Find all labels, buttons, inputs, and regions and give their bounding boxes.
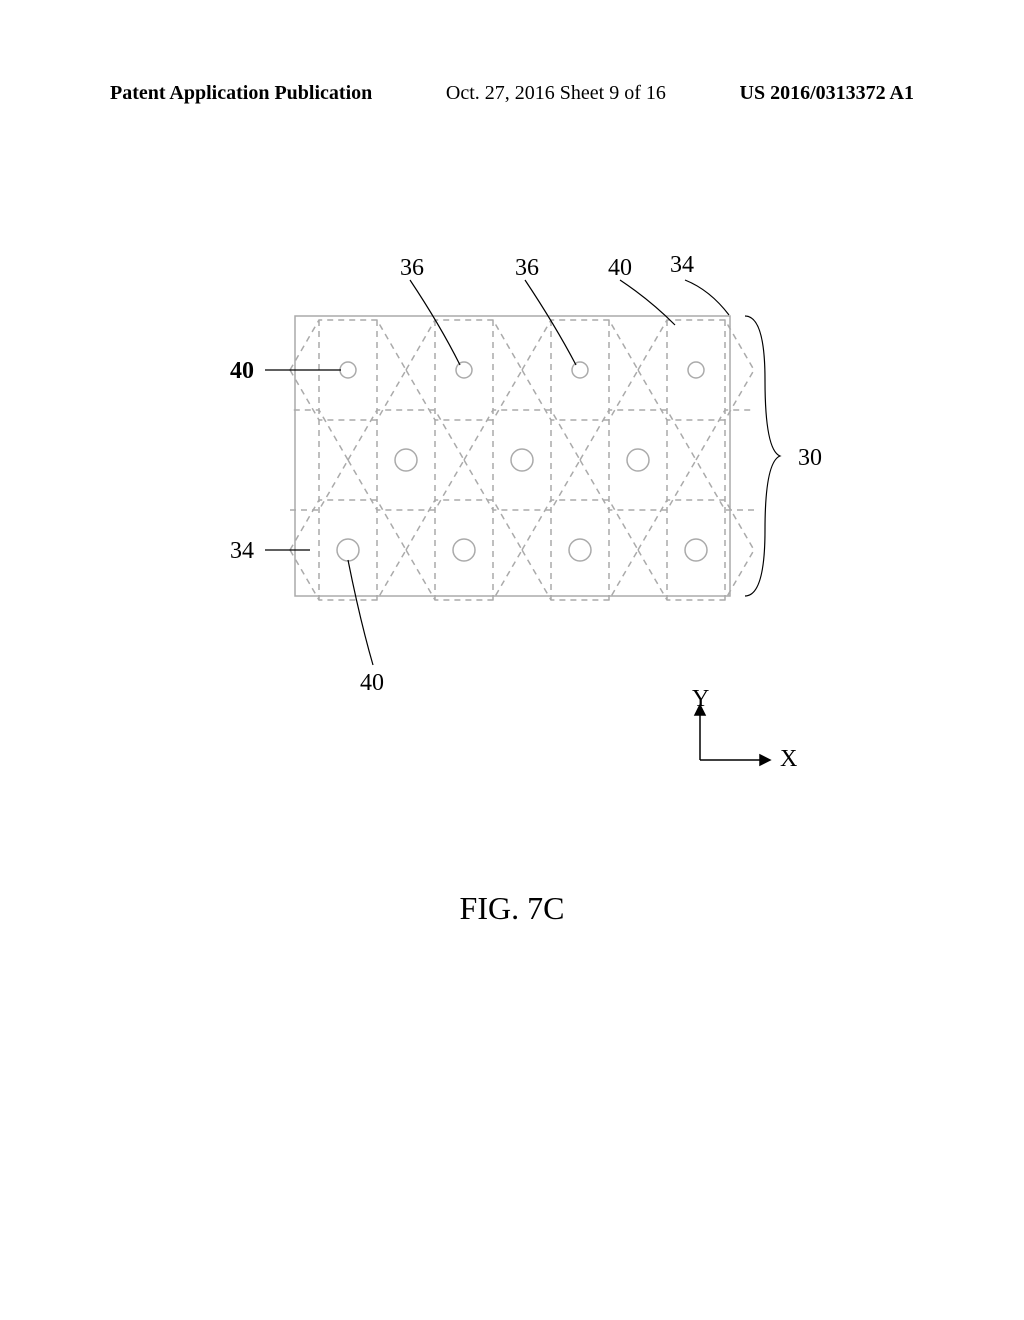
label-40-left: 40 bbox=[230, 358, 254, 385]
label-40-bottom: 40 bbox=[360, 670, 384, 697]
label-axis-x: X bbox=[780, 746, 797, 773]
header-right: US 2016/0313372 A1 bbox=[740, 82, 914, 105]
header-mid: Oct. 27, 2016 Sheet 9 of 16 bbox=[446, 82, 666, 105]
label-40-top: 40 bbox=[608, 255, 632, 282]
label-34-left: 34 bbox=[230, 538, 254, 565]
patent-diagram bbox=[110, 250, 910, 950]
label-34-top: 34 bbox=[670, 252, 694, 279]
figure-container: 36 36 40 34 40 34 30 40 Y X bbox=[110, 250, 910, 950]
label-axis-y: Y bbox=[692, 686, 709, 713]
label-36-2: 36 bbox=[515, 255, 539, 282]
label-30-right: 30 bbox=[798, 445, 822, 472]
figure-caption: FIG. 7C bbox=[0, 890, 1024, 927]
header-left: Patent Application Publication bbox=[110, 82, 372, 105]
page-header: Patent Application Publication Oct. 27, … bbox=[0, 82, 1024, 105]
label-36-1: 36 bbox=[400, 255, 424, 282]
